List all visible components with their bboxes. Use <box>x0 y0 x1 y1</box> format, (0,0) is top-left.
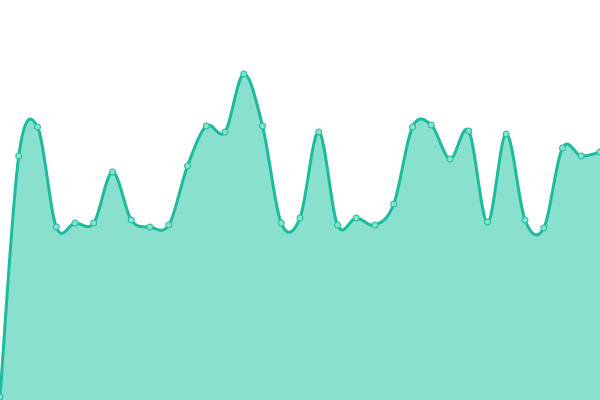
data-point-4 <box>71 219 79 227</box>
data-point-22 <box>409 123 416 131</box>
data-point-11 <box>202 122 210 130</box>
data-point-30 <box>559 144 566 152</box>
data-point-32 <box>596 148 600 156</box>
data-point-15 <box>277 219 285 227</box>
data-point-23 <box>427 121 435 129</box>
data-point-27 <box>502 130 510 138</box>
data-point-14 <box>259 122 266 130</box>
data-point-25 <box>465 127 473 135</box>
data-point-12 <box>221 128 229 136</box>
area-fill <box>0 73 600 400</box>
data-point-9 <box>165 221 173 229</box>
data-point-16 <box>296 214 304 222</box>
data-point-7 <box>127 216 135 224</box>
data-point-2 <box>34 123 41 131</box>
data-point-1 <box>15 152 23 160</box>
data-point-21 <box>390 200 398 208</box>
data-point-18 <box>334 221 341 229</box>
data-point-5 <box>90 219 98 227</box>
data-point-8 <box>146 223 154 231</box>
data-markers <box>0 70 600 400</box>
data-point-26 <box>484 218 491 226</box>
data-point-10 <box>184 162 191 170</box>
data-point-6 <box>109 168 116 176</box>
data-point-0 <box>0 393 4 400</box>
data-point-20 <box>371 221 379 229</box>
data-point-17 <box>315 128 323 136</box>
data-point-19 <box>352 214 360 222</box>
data-point-13 <box>240 70 248 78</box>
data-point-24 <box>446 155 454 163</box>
data-point-31 <box>577 152 585 160</box>
data-point-3 <box>52 223 60 231</box>
data-point-29 <box>540 224 548 232</box>
data-point-28 <box>521 216 529 224</box>
